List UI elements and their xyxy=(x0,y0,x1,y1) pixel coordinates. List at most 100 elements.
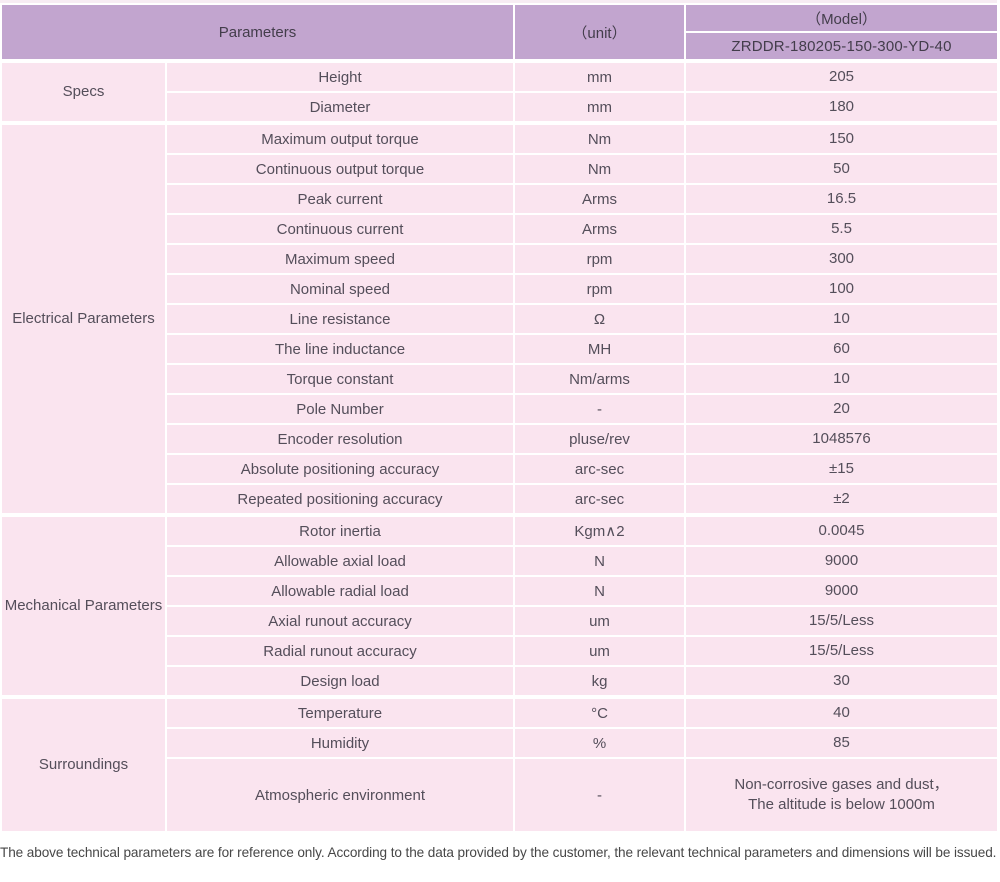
value-cell: 60 xyxy=(684,333,999,365)
param-cell: Humidity xyxy=(165,727,515,759)
unit-cell: Kgm∧2 xyxy=(513,513,686,547)
spec-table-body: Specs Height mm 205 Diameter mm 180 Electrical … xyxy=(0,59,999,833)
param-cell: Nominal speed xyxy=(165,273,515,305)
table-row: Continuous output torque Nm 50 xyxy=(1,153,999,185)
value-cell: 1048576 xyxy=(684,423,999,455)
value-cell: 10 xyxy=(684,303,999,335)
param-cell: Repeated positioning accuracy xyxy=(165,483,515,516)
param-cell: Line resistance xyxy=(165,303,515,335)
spec-table: Parameters （unit） （Model） ZRDDR-180205-1… xyxy=(0,3,999,833)
param-cell: Allowable axial load xyxy=(165,545,515,577)
param-cell: Atmospheric environment xyxy=(165,757,515,833)
param-cell: Continuous current xyxy=(165,213,515,245)
table-row: Surroundings Temperature °C 40 xyxy=(0,695,999,833)
param-cell: Encoder resolution xyxy=(165,423,515,455)
value-cell: 85 xyxy=(684,727,999,759)
unit-cell: um xyxy=(513,635,686,667)
unit-cell: arc-sec xyxy=(513,483,686,516)
unit-cell: mm xyxy=(513,59,686,93)
value-cell: 0.0045 xyxy=(684,513,999,547)
value-cell: 15/5/Less xyxy=(684,635,999,667)
value-cell: 205 xyxy=(684,59,999,93)
value-cell: 180 xyxy=(684,91,999,124)
table-row: Continuous current Arms 5.5 xyxy=(1,213,999,245)
unit-cell: arc-sec xyxy=(513,453,686,485)
unit-cell: Arms xyxy=(513,183,686,215)
table-row: Design load kg 30 xyxy=(1,665,999,698)
parameters-column-header: Parameters xyxy=(0,3,515,62)
param-cell: Design load xyxy=(165,665,515,698)
unit-cell: um xyxy=(513,605,686,637)
table-row: Nominal speed rpm 100 xyxy=(1,273,999,305)
section-label-surroundings: Surroundings xyxy=(0,695,167,833)
value-cell: 10 xyxy=(684,363,999,395)
table-row: Repeated positioning accuracy arc-sec ±2 xyxy=(1,483,999,516)
table-row: Line resistance Ω 10 xyxy=(1,303,999,335)
value-cell: 9000 xyxy=(684,545,999,577)
param-cell: Torque constant xyxy=(165,363,515,395)
table-row: Atmospheric environment - Non-corrosive ga… xyxy=(1,757,999,833)
table-row: Diameter mm 180 xyxy=(1,91,999,124)
unit-cell: Nm xyxy=(513,121,686,155)
unit-cell: °C xyxy=(513,695,686,729)
value-cell: 300 xyxy=(684,243,999,275)
unit-cell: - xyxy=(513,393,686,425)
spec-table-container: Parameters （unit） （Model） ZRDDR-180205-1… xyxy=(0,0,999,833)
param-cell: Peak current xyxy=(165,183,515,215)
unit-cell: N xyxy=(513,575,686,607)
param-cell: Diameter xyxy=(165,91,515,124)
unit-cell: mm xyxy=(513,91,686,124)
value-cell: 20 xyxy=(684,393,999,425)
unit-cell: pluse/rev xyxy=(513,423,686,455)
model-number-value: ZRDDR-180205-150-300-YD-40 xyxy=(684,31,999,62)
value-cell: 5.5 xyxy=(684,213,999,245)
table-row: Allowable axial load N 9000 xyxy=(1,545,999,577)
unit-cell: MH xyxy=(513,333,686,365)
param-cell: Radial runout accuracy xyxy=(165,635,515,667)
unit-cell: Nm/arms xyxy=(513,363,686,395)
unit-column-header: （unit） xyxy=(513,3,686,62)
param-cell: Rotor inertia xyxy=(165,513,515,547)
table-row: Axial runout accuracy um 15/5/Less xyxy=(1,605,999,637)
unit-cell: Ω xyxy=(513,303,686,335)
table-row: Specs Height mm 205 xyxy=(0,59,999,124)
section-label-specs: Specs xyxy=(0,59,167,124)
unit-cell: Nm xyxy=(513,153,686,185)
param-cell: Absolute positioning accuracy xyxy=(165,453,515,485)
unit-cell: rpm xyxy=(513,273,686,305)
value-cell: Non-corrosive gases and dust， The altitu… xyxy=(684,757,999,833)
value-cell: 50 xyxy=(684,153,999,185)
section-label-mechanical-parameters: Mechanical Parameters xyxy=(0,513,167,698)
param-cell: Axial runout accuracy xyxy=(165,605,515,637)
value-cell: 40 xyxy=(684,695,999,729)
unit-cell: rpm xyxy=(513,243,686,275)
table-row: The line inductance MH 60 xyxy=(1,333,999,365)
value-cell: ±15 xyxy=(684,453,999,485)
value-cell: 9000 xyxy=(684,575,999,607)
table-row: Peak current Arms 16.5 xyxy=(1,183,999,215)
value-cell: 150 xyxy=(684,121,999,155)
section-label-electrical-parameters: Electrical Parameters xyxy=(0,121,167,516)
table-row: Absolute positioning accuracy arc-sec ±15 xyxy=(1,453,999,485)
unit-cell: kg xyxy=(513,665,686,698)
value-cell: 100 xyxy=(684,273,999,305)
table-row: Allowable radial load N 9000 xyxy=(1,575,999,607)
unit-cell: % xyxy=(513,727,686,759)
header-row-model: ZRDDR-180205-150-300-YD-40 xyxy=(1,31,999,62)
value-cell: 16.5 xyxy=(684,183,999,215)
param-cell: Allowable radial load xyxy=(165,575,515,607)
param-cell: Pole Number xyxy=(165,393,515,425)
unit-cell: - xyxy=(513,757,686,833)
param-cell: Continuous output torque xyxy=(165,153,515,185)
header-row-top: Parameters （unit） （Model） xyxy=(0,3,999,62)
param-cell: Temperature xyxy=(165,695,515,729)
table-row: Torque constant Nm/arms 10 xyxy=(1,363,999,395)
model-column-header: （Model） xyxy=(684,3,999,33)
table-row: Radial runout accuracy um 15/5/Less xyxy=(1,635,999,667)
table-row: Mechanical Parameters Rotor inertia Kgm∧2 0… xyxy=(0,513,999,698)
footer-disclaimer: The above technical parameters are for r… xyxy=(0,845,997,860)
unit-cell: N xyxy=(513,545,686,577)
param-cell: Height xyxy=(165,59,515,93)
table-row: Maximum speed rpm 300 xyxy=(1,243,999,275)
